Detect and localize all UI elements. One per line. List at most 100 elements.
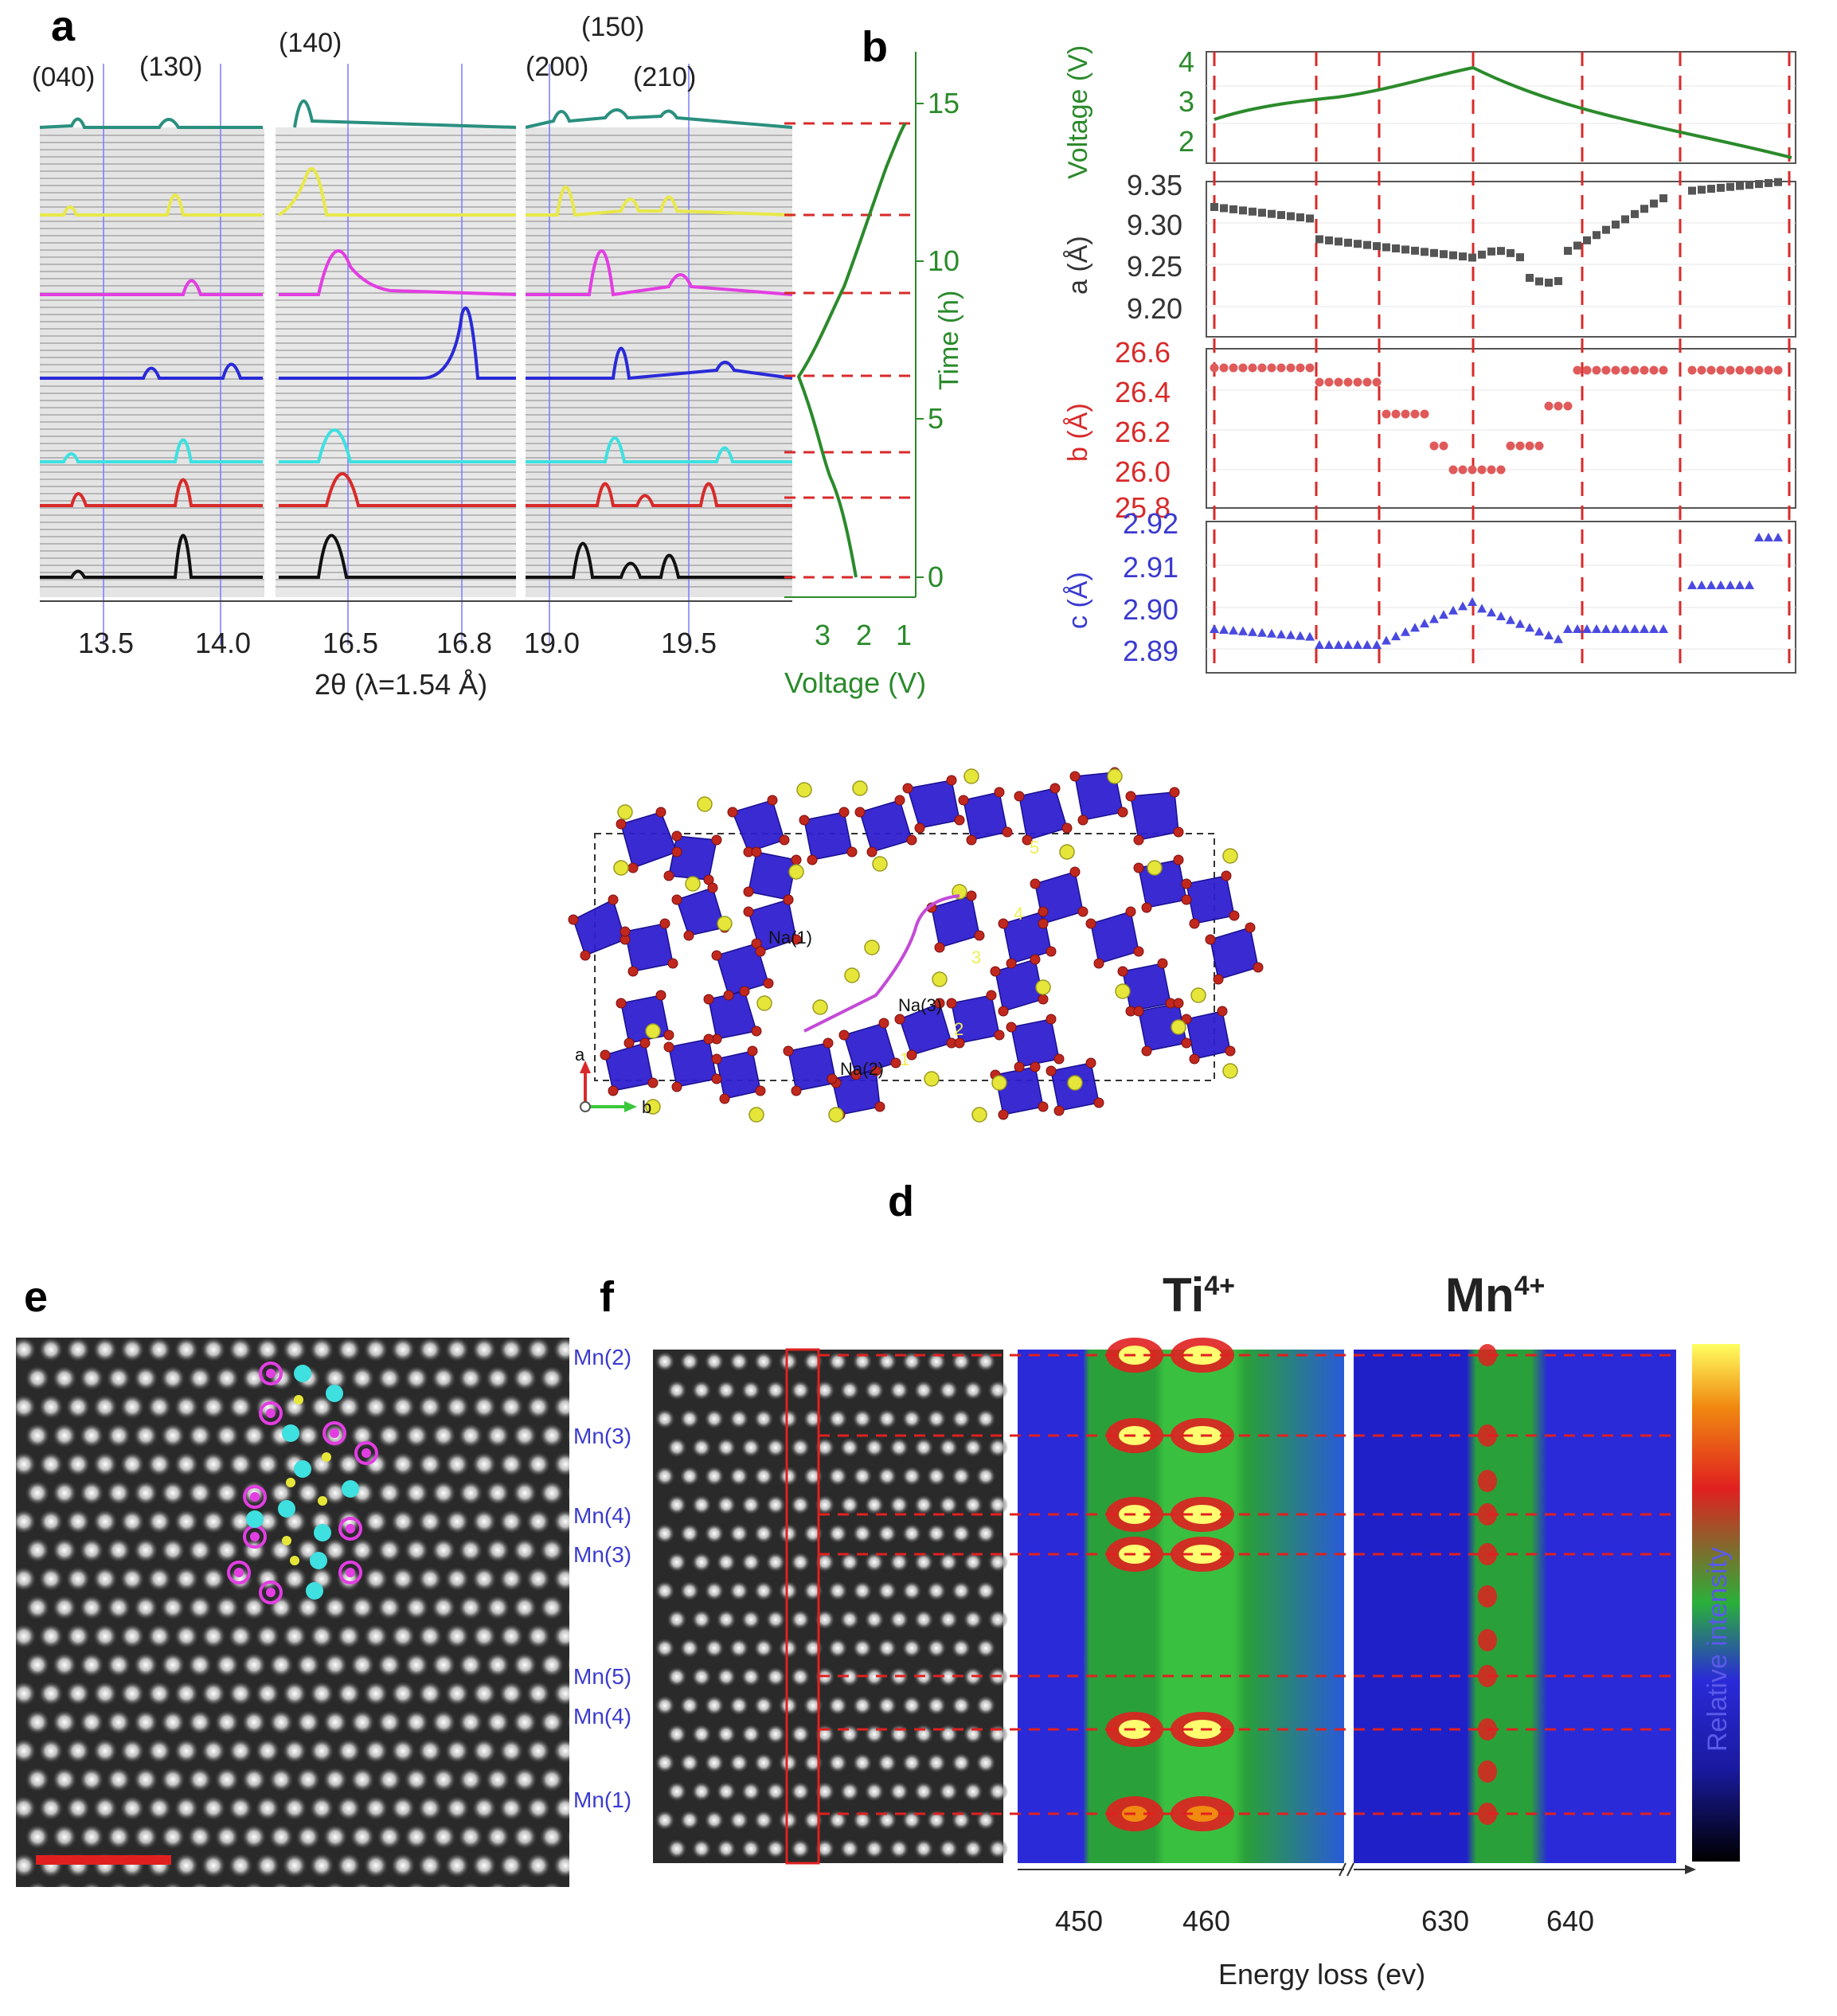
sodium-atom: [971, 1107, 987, 1123]
oxygen-atom: [647, 1077, 659, 1088]
oxygen-atom: [1006, 1022, 1017, 1033]
oxygen-atom: [823, 1037, 834, 1049]
a-marker: [1382, 243, 1390, 252]
c-marker: [1697, 580, 1706, 589]
mn-intensity-spot: [1478, 1585, 1497, 1608]
voltage-curve: [796, 122, 907, 578]
oxygen-atom: [608, 1085, 619, 1096]
oxygen-atom: [655, 990, 666, 1001]
reference-lines: [103, 64, 690, 645]
voltage-tick-2: 2: [1178, 125, 1194, 158]
oxygen-atom: [663, 1029, 674, 1041]
oxygen-atom: [627, 862, 639, 873]
pattern-blue: [40, 306, 793, 381]
oxygen-atom: [671, 894, 682, 905]
c-marker: [1773, 533, 1783, 541]
oxygen-atom: [807, 854, 818, 865]
b-marker: [1420, 409, 1429, 419]
hkl-label-130: (130): [139, 52, 202, 82]
b-marker: [1362, 377, 1372, 387]
mno6-octahedron: [620, 811, 678, 869]
oxygen-atom: [846, 846, 858, 858]
b-marker: [1305, 363, 1315, 373]
b-marker: [1773, 365, 1783, 375]
oxygen-atom: [894, 1014, 905, 1025]
oxygen-atom: [1069, 771, 1081, 782]
c-marker: [1659, 624, 1668, 633]
c-marker: [1468, 596, 1477, 606]
oxygen-atom: [866, 846, 877, 858]
c-tick-2-89: 2.89: [1123, 635, 1178, 667]
time-tick-5: 5: [928, 402, 944, 435]
oxygen-atom: [902, 783, 913, 794]
oxygen-atom: [1133, 1006, 1144, 1017]
b-marker: [1296, 363, 1305, 373]
a-marker: [1650, 199, 1658, 208]
a-marker: [1268, 209, 1276, 218]
tick-13-5: 13.5: [78, 627, 134, 659]
b-tick-26-6: 26.6: [1115, 336, 1171, 369]
oxygen-atom: [791, 934, 802, 945]
magenta-site-marker: [259, 1401, 283, 1425]
mno6-octahedron: [668, 835, 717, 881]
time-axis-label: Time (h): [934, 291, 964, 390]
oxygen-atom: [994, 787, 1005, 798]
time-tick-15: 15: [928, 87, 960, 119]
sodium-atom: [717, 916, 733, 932]
oxygen-atom: [894, 795, 905, 806]
oxygen-atom: [827, 1073, 838, 1084]
voltage-tick-3: 3: [815, 619, 831, 651]
a-marker: [1344, 238, 1352, 247]
b-marker: [1582, 365, 1592, 375]
mno6-octahedron: [668, 1038, 717, 1088]
oxygen-atom: [1133, 834, 1144, 846]
yellow-site-marker: [318, 1496, 327, 1506]
oxygen-atom: [934, 942, 945, 953]
c-marker: [1410, 623, 1420, 632]
scale-bar: [36, 1855, 171, 1865]
oxygen-atom: [639, 1037, 651, 1049]
sodium-atom: [1222, 848, 1238, 864]
b-y-label: b (Å): [1063, 403, 1093, 462]
b-marker: [1544, 401, 1554, 411]
oxygen-atom: [838, 1029, 850, 1041]
c-marker: [1745, 580, 1754, 589]
c-marker: [1296, 631, 1305, 640]
mn-site-4: 4: [1014, 904, 1023, 924]
mn-label-5: Mn(5): [573, 1664, 631, 1689]
oxygen-atom: [966, 834, 977, 846]
sodium-atom: [1067, 1075, 1083, 1091]
oxygen-atom: [1038, 1101, 1049, 1112]
mn-site-3: 3: [971, 947, 981, 967]
oxygen-atom: [1189, 1053, 1200, 1065]
xrd-x-axis-label: 2θ (λ=1.54 Å): [315, 668, 487, 701]
c-marker: [1544, 631, 1554, 639]
colorbar: [1692, 1344, 1740, 1862]
b-marker: [1764, 365, 1773, 375]
oxygen-atom: [791, 1085, 802, 1096]
axis-a-label: a: [575, 1045, 585, 1065]
c-marker: [1420, 618, 1429, 627]
mno6-octahedron: [1186, 875, 1235, 924]
mno6-octahedron: [931, 895, 980, 948]
c-tick-2-91: 2.91: [1123, 551, 1178, 584]
oxygen-atom: [1049, 783, 1061, 794]
yellow-site-marker: [282, 1536, 291, 1545]
c-marker: [1506, 615, 1515, 624]
oxygen-atom: [616, 998, 627, 1009]
panel-label-e: e: [24, 1273, 49, 1321]
oxygen-atom: [619, 926, 631, 937]
a-marker: [1315, 235, 1323, 244]
a-marker: [1306, 214, 1314, 223]
b-marker: [1515, 441, 1525, 451]
oxygen-atom: [600, 1049, 611, 1061]
c-marker: [1458, 601, 1468, 611]
c-marker: [1439, 610, 1448, 619]
oxygen-atom: [1181, 894, 1192, 905]
panel-label-b: b: [862, 23, 888, 71]
oxygen-atom: [1077, 906, 1089, 917]
a-marker: [1774, 178, 1782, 186]
voltage-tick-2: 2: [856, 619, 872, 651]
b-marker: [1458, 465, 1468, 475]
oxygen-atom: [1030, 1061, 1041, 1072]
